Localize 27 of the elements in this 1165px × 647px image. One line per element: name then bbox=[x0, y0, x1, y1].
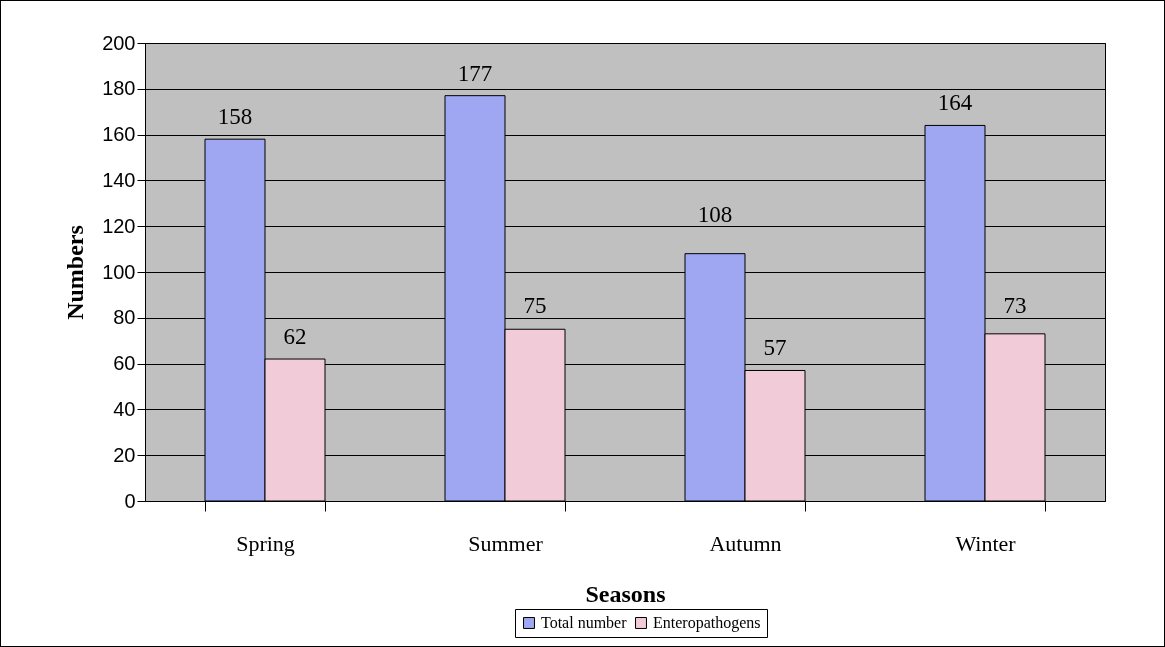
x-tick-label: Winter bbox=[955, 530, 1017, 556]
y-tick-label: 40 bbox=[113, 397, 136, 420]
y-axis-title: Numbers bbox=[62, 225, 89, 320]
y-tick-label: 80 bbox=[113, 306, 136, 329]
data-label: 62 bbox=[283, 324, 307, 350]
y-tick-label: 120 bbox=[102, 214, 136, 237]
data-label: 158 bbox=[217, 104, 253, 130]
legend-label: Enteropathogens bbox=[653, 614, 761, 632]
y-tick-label: 60 bbox=[113, 352, 136, 375]
data-label: 57 bbox=[763, 335, 787, 361]
y-tick-label: 200 bbox=[102, 31, 136, 54]
y-tick-label: 20 bbox=[113, 443, 136, 466]
data-label: 164 bbox=[937, 90, 973, 116]
x-tick-label: Summer bbox=[468, 530, 544, 556]
y-tick-label: 140 bbox=[102, 168, 136, 191]
data-label: 75 bbox=[523, 293, 547, 319]
y-tick-label: 100 bbox=[102, 260, 136, 283]
legend-label: Total number bbox=[541, 614, 628, 631]
x-tick-label: Autumn bbox=[709, 530, 782, 556]
y-tick-label: 0 bbox=[124, 489, 136, 512]
data-label: 177 bbox=[457, 60, 493, 86]
data-label: 108 bbox=[697, 201, 733, 227]
x-axis-title: Seasons bbox=[585, 580, 666, 607]
y-tick-label: 160 bbox=[102, 123, 136, 146]
x-tick-label: Spring bbox=[236, 530, 295, 556]
y-tick-label: 180 bbox=[102, 77, 136, 100]
data-label: 73 bbox=[1003, 292, 1027, 318]
